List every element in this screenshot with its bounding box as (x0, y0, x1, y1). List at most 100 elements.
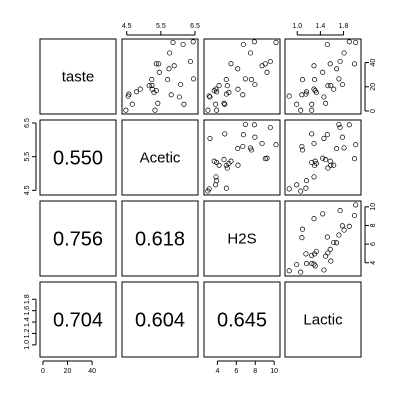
diagonal-label-acetic: Acetic (140, 150, 181, 167)
scatter-point-r0-c1-16 (134, 90, 138, 94)
tick-label-h2s-3: 10 (270, 368, 278, 375)
correlation-value-r2-c0: 0.756 (53, 229, 103, 251)
scatter-point-r0-c1-26 (191, 77, 195, 81)
panel-frame-r1-c2 (204, 120, 280, 195)
scatter-point-r2-c3-18 (332, 240, 336, 244)
scatter-point-r0-c3-17 (323, 101, 327, 105)
scatter-point-r0-c3-15 (338, 59, 342, 63)
tick-label-h2s-2: 8 (253, 368, 257, 375)
scatter-point-r0-c3-2 (328, 62, 332, 66)
correlation-value-r2-c1: 0.618 (135, 229, 185, 251)
scatter-point-r0-c1-13 (150, 77, 154, 81)
panel-frame-r0-c3 (285, 39, 361, 114)
scatter-point-r0-c1-10 (167, 67, 171, 71)
scatter-point-r1-c2-15 (268, 125, 272, 129)
correlation-value-r3-c0: 0.704 (53, 310, 103, 332)
scatter-point-r0-c1-28 (169, 93, 173, 97)
scatter-point-r2-c3-22 (321, 212, 325, 216)
scatter-point-r0-c3-6 (312, 64, 316, 68)
right-tick-label-row0-0: 0 (370, 109, 377, 113)
scatter-point-r0-c3-13 (312, 77, 316, 81)
scatter-point-r0-c1-7 (178, 82, 182, 86)
scatter-point-r0-c3-23 (354, 40, 358, 44)
scatter-point-r1-c2-7 (253, 135, 257, 139)
scatter-point-r1-c2-25 (208, 136, 212, 140)
scatter-point-r0-c3-12 (299, 108, 303, 112)
scatter-point-r1-c3-23 (354, 143, 358, 147)
scatter-point-r1-c3-11 (347, 123, 351, 127)
scatter-point-r1-c2-18 (236, 163, 240, 167)
scatter-point-r0-c3-19 (352, 62, 356, 66)
scatter-point-r1-c3-25 (322, 136, 326, 140)
scatter-point-r2-c3-14 (325, 235, 329, 239)
diagonal-label-lactic: Lactic (303, 312, 343, 329)
scatter-point-r0-c3-26 (337, 77, 341, 81)
scatter-point-r2-c3-4 (295, 262, 299, 266)
left-tick-label-row1-2: 6.5 (24, 118, 31, 128)
scatter-point-r1-c3-20 (304, 186, 308, 190)
scatter-point-r2-c3-0 (287, 269, 291, 273)
scatter-point-r0-c3-18 (332, 87, 336, 91)
scatter-point-r0-c2-28 (241, 93, 245, 97)
scatter-point-r0-c3-25 (322, 95, 326, 99)
tick-label-h2s-1: 6 (234, 368, 238, 375)
scatter-point-r0-c1-4 (130, 102, 134, 106)
scatter-point-r2-c3-23 (354, 203, 358, 207)
scatter-point-r0-c1-17 (156, 101, 160, 105)
scatter-point-r1-c3-14 (325, 133, 329, 137)
scatter-point-r1-c3-29 (310, 132, 314, 136)
scatter-point-r2-c3-15 (338, 208, 342, 212)
right-tick-label-row0-2: 40 (370, 59, 377, 67)
scatter-point-r0-c2-26 (243, 77, 247, 81)
scatter-point-r0-c3-29 (310, 102, 314, 106)
scatter-point-r1-c3-4 (295, 183, 299, 187)
scatter-point-r2-c3-5 (300, 227, 304, 231)
scatter-point-r0-c1-22 (157, 70, 161, 74)
scatter-point-r0-c1-12 (124, 108, 128, 112)
scatter-point-r0-c1-6 (172, 64, 176, 68)
scatter-point-r1-c3-19 (352, 157, 356, 161)
scatter-point-r0-c1-11 (191, 40, 195, 44)
tick-label-acetic-2: 6.5 (190, 23, 200, 30)
scatter-point-r0-c2-10 (236, 67, 240, 71)
tick-label-h2s-0: 4 (215, 368, 219, 375)
scatter-point-r2-c3-6 (312, 217, 316, 221)
scatter-point-r0-c3-10 (334, 67, 338, 71)
scatter-point-r0-c1-5 (165, 77, 169, 81)
scatter-point-r0-c2-15 (268, 59, 272, 63)
panel-frame-r1-c3 (285, 120, 361, 195)
scatter-point-r0-c2-18 (236, 87, 240, 91)
scatter-point-r1-c2-20 (224, 186, 228, 190)
right-tick-label-row2-3: 10 (370, 203, 377, 211)
scatter-point-r1-c3-0 (287, 187, 291, 191)
scatter-point-r0-c2-1 (225, 84, 229, 88)
scatter-point-r0-c1-3 (168, 51, 172, 55)
scatter-point-r0-c3-28 (300, 93, 304, 97)
correlation-value-r3-c2: 0.645 (217, 310, 267, 332)
scatter-point-r0-c2-27 (214, 108, 218, 112)
scatter-point-r0-c2-11 (252, 40, 256, 44)
scatter-point-r2-c3-20 (304, 252, 308, 256)
left-tick-label-row1-1: 5.5 (24, 152, 31, 162)
scatter-point-r1-c3-2 (328, 159, 332, 163)
scatter-point-r0-c3-5 (300, 77, 304, 81)
scatter-point-r2-c3-28 (300, 236, 304, 240)
panel-frame-r0-c2 (204, 39, 280, 114)
tick-label-acetic-1: 5.5 (156, 23, 166, 30)
scatter-point-r2-c3-12 (299, 270, 303, 274)
left-tick-label-row3-0: 1.0 (24, 340, 31, 350)
scatter-point-r1-c2-4 (213, 183, 217, 187)
left-tick-label-row3-4: 1.8 (24, 294, 31, 304)
scatter-point-r0-c2-4 (213, 102, 217, 106)
scatter-point-r0-c3-0 (287, 94, 291, 98)
scatter-point-r1-c3-8 (312, 175, 316, 179)
scatter-point-r0-c2-23 (274, 40, 278, 44)
scatter-point-r0-c3-3 (342, 51, 346, 55)
scatter-point-r0-c2-5 (249, 77, 253, 81)
scatter-point-r0-c3-4 (295, 102, 299, 106)
scatter-point-r1-c3-3 (342, 146, 346, 150)
scatter-point-r0-c2-22 (265, 70, 269, 74)
scatter-point-r1-c2-1 (225, 166, 229, 170)
